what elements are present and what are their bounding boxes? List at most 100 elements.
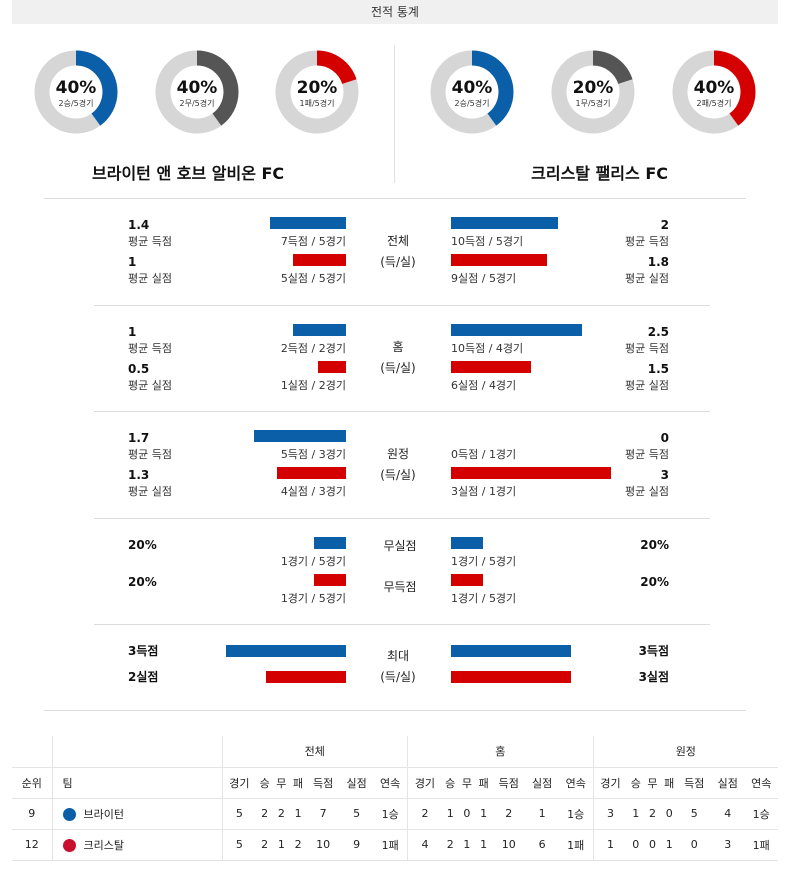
stat-cell: 1승 bbox=[373, 798, 408, 830]
team-cell: 크리스탈 bbox=[51, 829, 222, 861]
donut-fill bbox=[34, 50, 118, 134]
home-bar-caption: 4실점 / 3경기 bbox=[280, 485, 346, 498]
donut-home-draw: 40% 2무/5경기 bbox=[155, 50, 239, 134]
column-header: 패 bbox=[475, 767, 492, 799]
column-header: 무 bbox=[272, 767, 290, 799]
away-stat-value: 2.5 bbox=[647, 325, 669, 339]
team-crest-icon bbox=[62, 839, 76, 852]
home-stat-bar bbox=[226, 645, 346, 657]
away-stat-value: 2 bbox=[660, 218, 669, 232]
away-bar-caption: 6실점 / 4경기 bbox=[451, 379, 517, 392]
home-stat-value: 2실점 bbox=[128, 670, 159, 684]
away-stat-bar bbox=[451, 254, 547, 266]
stat-cell: 1 bbox=[272, 829, 290, 861]
stat-cell: 5 bbox=[221, 798, 257, 830]
team-cell: 브라이턴 bbox=[51, 798, 222, 830]
stat-cell: 1승 bbox=[558, 798, 594, 830]
home-team-name: 브라이턴 앤 호브 알비온 FC bbox=[92, 164, 285, 183]
home-stat-bar bbox=[277, 467, 346, 479]
table-row: 9 브라이턴 5 2 2 1 7 5 1승 2 1 0 1 2 1 1승 3 1 2 0 5 4 1승 bbox=[12, 798, 778, 830]
stat-cell: 2 bbox=[256, 829, 273, 861]
away-stat-label: 평균 실점 bbox=[625, 272, 669, 285]
home-stat-value: 3득점 bbox=[128, 644, 159, 658]
home-bar-caption: 2득점 / 2경기 bbox=[280, 342, 346, 355]
away-stat-value: 1.5 bbox=[647, 362, 669, 376]
away-stat-bar bbox=[451, 645, 571, 657]
home-bar-caption: 1경기 / 5경기 bbox=[280, 592, 346, 605]
home-stat-label: 평균 실점 bbox=[128, 485, 172, 498]
section-label: 원정 (득/실) bbox=[380, 446, 416, 482]
stat-cell: 1 bbox=[627, 798, 645, 830]
stat-cell: 2 bbox=[256, 798, 273, 830]
group-header-away: 원정 bbox=[592, 736, 778, 768]
column-header: 연속 bbox=[558, 767, 594, 799]
section-divider bbox=[94, 305, 710, 306]
stat-cell: 3 bbox=[592, 798, 628, 830]
stat-cell: 1 bbox=[592, 829, 628, 861]
away-bar-caption: 10득점 / 5경기 bbox=[451, 235, 524, 248]
home-stat-bar bbox=[293, 324, 346, 336]
home-stat-bar bbox=[254, 430, 346, 442]
team-name: 크리스탈 bbox=[83, 838, 124, 852]
stat-cell: 1승 bbox=[744, 798, 778, 830]
stat-cell: 1 bbox=[660, 829, 678, 861]
team-divider bbox=[394, 45, 395, 183]
column-header: 순위 bbox=[12, 767, 52, 799]
stat-cell: 0 bbox=[627, 829, 645, 861]
away-stat-bar bbox=[451, 361, 531, 373]
away-bar-caption: 0득점 / 1경기 bbox=[451, 448, 517, 461]
column-header: 연속 bbox=[373, 767, 408, 799]
column-header: 무 bbox=[644, 767, 661, 799]
section-divider bbox=[94, 518, 710, 519]
page-title: 전적 통계 bbox=[12, 0, 778, 24]
team-name: 브라이턴 bbox=[83, 807, 124, 821]
home-bar-caption: 5실점 / 5경기 bbox=[280, 272, 346, 285]
donut-fill bbox=[551, 50, 635, 134]
home-stat-value: 0.5 bbox=[128, 362, 150, 376]
home-stat-bar bbox=[270, 217, 346, 229]
stat-cell: 1 bbox=[475, 798, 492, 830]
column-header: 득점 bbox=[677, 767, 711, 799]
stat-cell: 2 bbox=[644, 798, 661, 830]
column-header: 실점 bbox=[710, 767, 745, 799]
section-label: 최대 (득/실) bbox=[380, 649, 416, 684]
divider bbox=[44, 198, 746, 199]
home-stat-bar bbox=[318, 361, 346, 373]
home-stat-value: 20% bbox=[128, 538, 157, 552]
stat-cell: 1 bbox=[525, 798, 559, 830]
group-header-home: 홈 bbox=[407, 736, 594, 768]
home-stat-value: 20% bbox=[128, 575, 157, 589]
away-stat-value: 1.8 bbox=[647, 255, 669, 269]
stat-cell: 2 bbox=[407, 798, 442, 830]
away-stat-bar bbox=[451, 324, 582, 336]
stat-cell: 0 bbox=[458, 798, 476, 830]
stat-cell: 0 bbox=[677, 829, 711, 861]
away-stat-bar bbox=[451, 467, 611, 479]
home-bar-caption: 7득점 / 5경기 bbox=[280, 235, 346, 248]
donut-away-loss: 40% 2패/5경기 bbox=[672, 50, 756, 134]
stat-cell: 5 bbox=[221, 829, 257, 861]
section-label: 무실점 bbox=[383, 539, 417, 553]
home-stat-label: 평균 실점 bbox=[128, 272, 172, 285]
away-stat-bar bbox=[451, 574, 483, 586]
stat-cell: 2 bbox=[289, 829, 307, 861]
stat-cell: 1패 bbox=[373, 829, 408, 861]
column-header: 승 bbox=[441, 767, 459, 799]
column-header: 승 bbox=[256, 767, 273, 799]
donut-away-win: 40% 2승/5경기 bbox=[430, 50, 514, 134]
stat-cell: 1 bbox=[458, 829, 476, 861]
group-header-total: 전체 bbox=[221, 736, 408, 768]
stat-cell: 10 bbox=[491, 829, 526, 861]
stat-cell: 1 bbox=[475, 829, 492, 861]
donut-away-draw: 20% 1무/5경기 bbox=[551, 50, 635, 134]
home-bar-caption: 1경기 / 5경기 bbox=[280, 555, 346, 568]
away-bar-caption: 9실점 / 5경기 bbox=[451, 272, 517, 285]
donut-home-loss: 20% 1패/5경기 bbox=[275, 50, 359, 134]
column-header: 팀 bbox=[51, 767, 222, 799]
home-stat-value: 1.7 bbox=[128, 431, 150, 445]
away-bar-caption: 10득점 / 4경기 bbox=[451, 342, 524, 355]
home-stat-bar bbox=[314, 574, 346, 586]
stat-cell: 9 bbox=[339, 829, 374, 861]
home-bar-caption: 5득점 / 3경기 bbox=[280, 448, 346, 461]
column-header: 승 bbox=[627, 767, 645, 799]
